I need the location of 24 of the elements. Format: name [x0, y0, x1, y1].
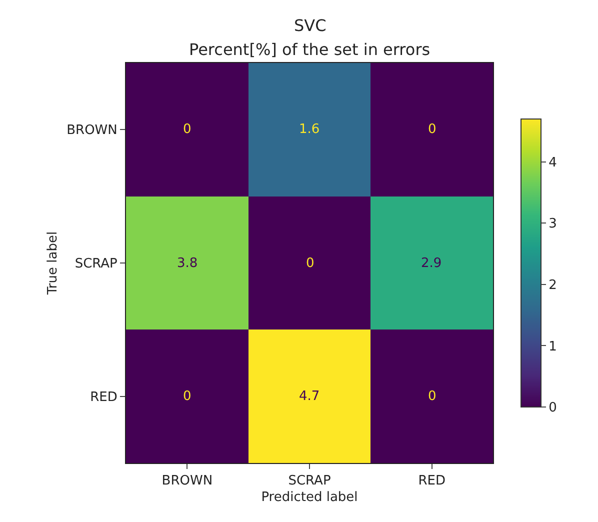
chart-title: SVC	[294, 16, 326, 35]
color-bar-label: 3	[548, 216, 557, 232]
color-bar-label: 4	[548, 155, 557, 170]
y-tick-label: BROWN	[66, 123, 118, 138]
data-label: 2.9	[421, 256, 442, 271]
y-tick-label: SCRAP	[74, 256, 118, 272]
data-label: 0	[306, 256, 314, 271]
color-bar-label: 1	[548, 339, 557, 354]
data-label: 3.8	[177, 256, 198, 271]
data-label: 1.6	[299, 122, 320, 137]
data-label: 0	[428, 122, 436, 137]
x-axis-title: Predicted label	[261, 490, 358, 506]
data-label: 0	[428, 389, 436, 404]
data-label: 4.7	[299, 389, 320, 404]
color-bar-label: 0	[548, 400, 557, 416]
chart-subtitle: Percent[%] of the set in errors	[189, 40, 430, 59]
y-axis-title: True label	[46, 231, 61, 296]
color-bar-label: 2	[548, 278, 557, 293]
data-label: 0	[183, 389, 192, 404]
x-tick-label: BROWN	[162, 474, 213, 489]
data-label: 0	[183, 122, 192, 137]
x-tick-label: SCRAP	[288, 474, 331, 489]
x-tick-label: RED	[418, 474, 446, 489]
y-tick-label: RED	[90, 390, 118, 405]
